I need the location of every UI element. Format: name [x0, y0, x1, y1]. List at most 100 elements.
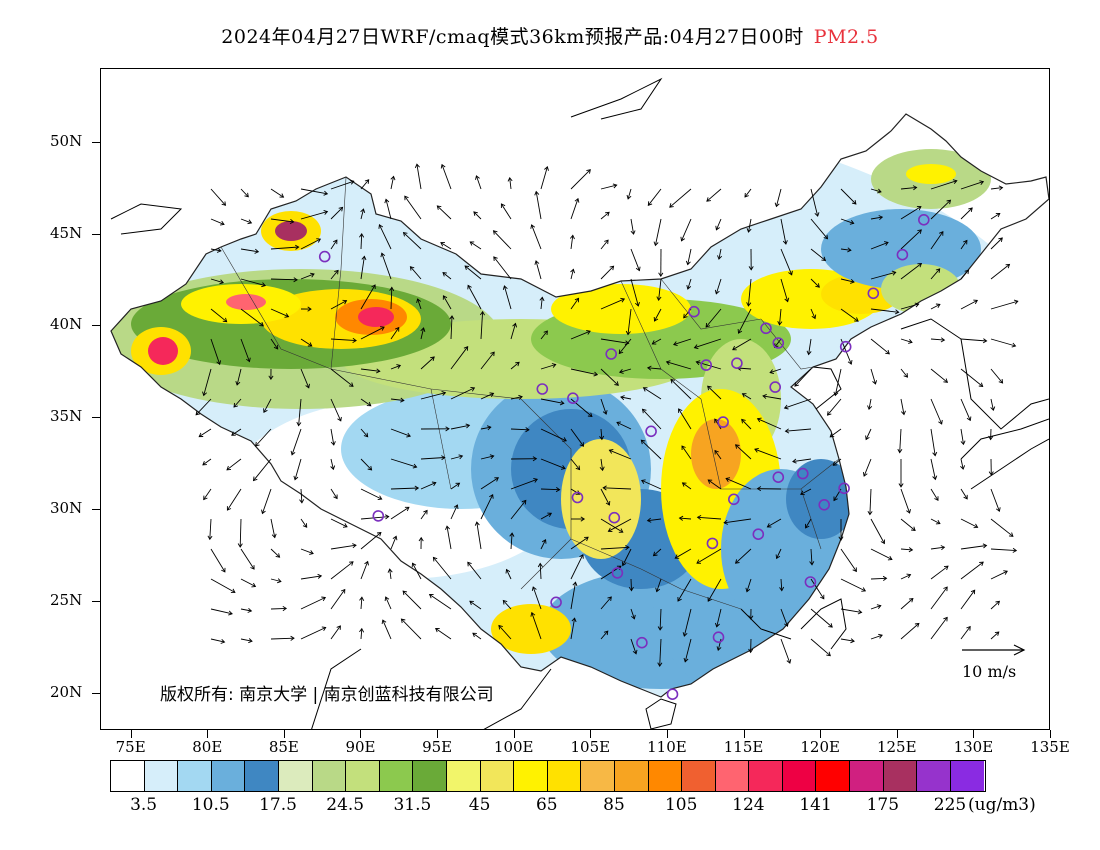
- wind-arrow-head: [562, 437, 567, 442]
- wind-arrow-head: [903, 373, 909, 378]
- pm25-field: [226, 294, 266, 310]
- wind-arrow-head: [657, 626, 663, 631]
- wind-arrow-head: [867, 405, 873, 411]
- wind-arrow-head: [560, 465, 566, 470]
- wind-arrow-head: [230, 588, 236, 594]
- wind-arrow: [714, 450, 722, 460]
- wind-arrow: [450, 346, 469, 370]
- wind-arrow: [360, 516, 389, 520]
- wind-arrow: [535, 191, 542, 220]
- colorbar-label: 45: [468, 795, 491, 815]
- wind-arrow: [930, 617, 948, 640]
- wind-arrow-head: [838, 536, 844, 541]
- wind-arrow-head: [653, 316, 659, 322]
- wind-arrow-head: [788, 270, 793, 276]
- wind-arrow: [360, 284, 376, 310]
- wind-arrow: [450, 424, 470, 430]
- wind-arrow: [810, 608, 833, 628]
- wind-arrow: [840, 248, 851, 251]
- lat-tick: [92, 141, 100, 143]
- wind-arrow: [870, 605, 881, 610]
- wind-arrow: [300, 273, 315, 280]
- wind-arrow: [300, 488, 303, 503]
- wind-arrow-head: [247, 607, 253, 613]
- wind-arrow-head: [493, 256, 498, 261]
- wind-arrow: [330, 368, 354, 387]
- wind-arrow: [642, 408, 662, 430]
- wind-arrow: [810, 188, 819, 217]
- lon-tick: [130, 730, 132, 738]
- city-station-marker: [636, 636, 648, 649]
- wind-arrow-head: [342, 299, 348, 305]
- wind-arrow: [435, 628, 452, 640]
- wind-arrow-head: [970, 589, 976, 595]
- wind-arrow: [503, 285, 512, 310]
- wind-arrow-head: [677, 596, 682, 602]
- wind-arrow: [622, 548, 632, 566]
- wind-arrow-head: [442, 272, 447, 277]
- wind-arrow: [231, 428, 242, 436]
- wind-arrow: [493, 256, 512, 280]
- wind-arrow-head: [851, 200, 857, 205]
- wind-arrow-head: [646, 365, 652, 371]
- wind-arrow-head: [261, 509, 266, 515]
- city-station-marker: [536, 383, 549, 395]
- wind-arrow-head: [340, 588, 346, 594]
- pm25-field: [786, 459, 856, 539]
- wind-arrow-head: [248, 638, 253, 644]
- province-boundary: [570, 538, 682, 590]
- wind-arrow-head: [1011, 342, 1017, 348]
- wind-arrow: [210, 248, 221, 252]
- coastline: [970, 438, 1049, 490]
- wind-arrow: [930, 338, 945, 341]
- wind-arrow-head: [964, 269, 970, 275]
- wind-arrow-head: [400, 397, 405, 403]
- wind-arrow-head: [917, 229, 922, 234]
- wind-arrow-head: [502, 285, 508, 291]
- wind-arrow-head: [250, 565, 255, 570]
- wind-arrow-head: [748, 615, 754, 620]
- wind-arrow-head: [384, 514, 390, 520]
- wind-arrow: [960, 561, 984, 580]
- wind-arrow: [600, 518, 624, 533]
- wind-arrow-head: [680, 236, 686, 242]
- lon-tick-label: 90E: [345, 738, 376, 756]
- wind-arrow: [540, 539, 547, 550]
- wind-arrow: [412, 562, 422, 580]
- wind-arrow: [718, 248, 722, 260]
- wind-arrow-head: [612, 183, 618, 189]
- wind-arrow-head: [530, 611, 536, 617]
- wind-arrow-head: [570, 268, 576, 274]
- wind-arrow: [741, 419, 752, 430]
- wind-arrow: [707, 385, 722, 400]
- wind-arrow: [900, 548, 913, 551]
- wind-arrow-head: [737, 329, 743, 334]
- colorbar-label: 3.5: [130, 795, 158, 815]
- wind-arrow-head: [940, 337, 946, 343]
- wind-arrow-head: [587, 412, 593, 418]
- wind-arrow-head: [494, 477, 500, 482]
- wind-arrow-head: [489, 454, 495, 460]
- coastline: [800, 598, 847, 650]
- wind-arrow: [263, 398, 272, 413]
- lon-tick: [743, 730, 745, 738]
- wind-arrow: [779, 308, 782, 325]
- colorbar-label: 31.5: [393, 795, 432, 815]
- wind-arrow: [990, 213, 1001, 220]
- wind-arrow: [210, 218, 225, 225]
- wind-arrow: [570, 169, 591, 190]
- wind-arrow-head: [231, 431, 236, 436]
- wind-arrow: [390, 536, 397, 550]
- wind-arrow-head: [226, 506, 232, 511]
- wind-arrow: [960, 398, 971, 421]
- wind-arrow: [863, 458, 872, 477]
- wind-arrow-head: [673, 341, 678, 347]
- wind-arrow: [390, 506, 410, 520]
- wind-arrow: [600, 368, 619, 386]
- wind-arrow-head: [404, 195, 409, 201]
- pm25-concentration-map: [110, 77, 1049, 729]
- wind-arrow-head: [259, 321, 264, 327]
- lon-tick: [820, 730, 822, 738]
- wind-arrow: [570, 298, 579, 310]
- wind-arrow-head: [809, 561, 815, 566]
